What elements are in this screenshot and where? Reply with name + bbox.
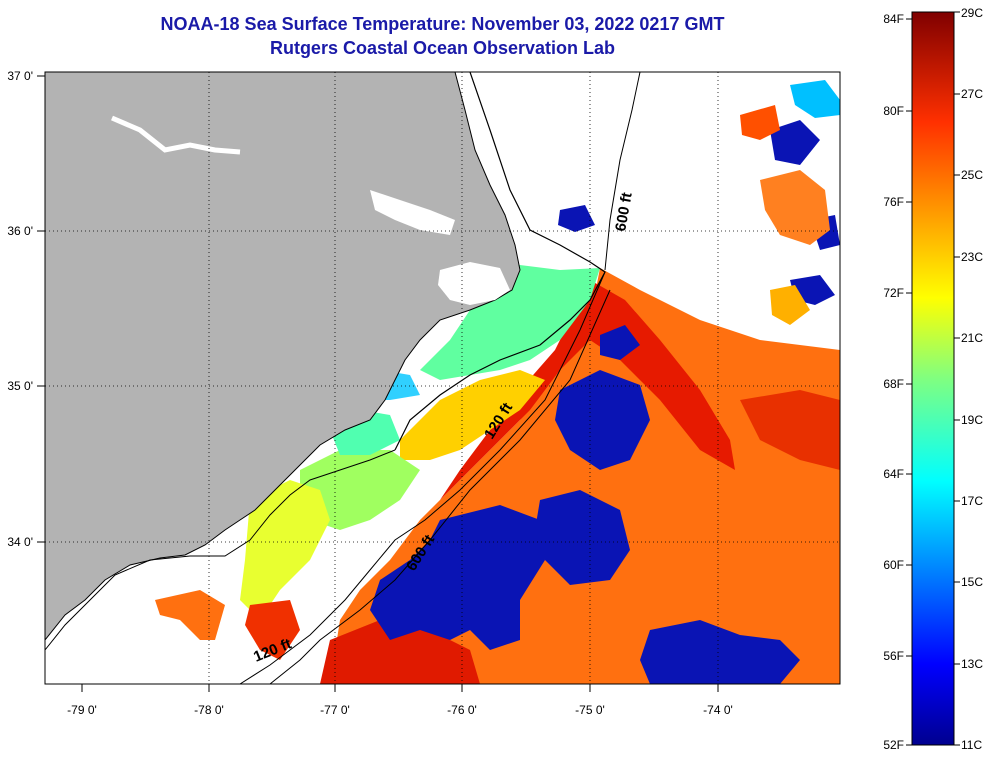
sst-cold-patch-3 [370,505,545,650]
colorbar-c-label: 29C [961,6,983,20]
colorbar-f-label: 68F [883,377,904,391]
colorbar-c-label: 25C [961,168,983,182]
map-area [45,72,840,684]
sst-shelf-red-sw [245,600,300,660]
sound-water [438,262,510,305]
colorbar [911,11,955,746]
sst-cold-patch-6 [558,205,595,232]
sst-cold-patch-4 [640,620,800,684]
colorbar-f-label: 72F [883,286,904,300]
sst-shelf-orange-sw [155,590,225,640]
sst-cold-patch-5 [600,325,640,360]
sst-cold-patch-1 [555,370,650,470]
sst-gulfstream-band [440,280,735,500]
colorbar-f-label: 56F [883,649,904,663]
sst-patch-ne-2 [790,80,840,118]
lon-label: -77 0' [320,703,350,717]
sst-shelf-yellow-south [240,480,330,620]
colorbar-f-label: 84F [883,12,904,26]
sound-water-2 [370,190,455,235]
colorbar-f-label: 60F [883,558,904,572]
sst-patch-ne-3 [760,170,830,245]
sst-cold-patch-2 [535,490,630,585]
colorbar-c-label: 21C [961,331,983,345]
sst-patch-ne-1 [740,105,780,140]
map-frame [44,71,841,685]
isobath-label: 600 ft [612,191,636,233]
colorbar-f-label: 76F [883,195,904,209]
colorbar-f-label: 52F [883,738,904,752]
colorbar-c-label: 19C [961,413,983,427]
graticule [45,72,840,684]
sst-shelf-yellow [400,370,545,460]
lon-label: -75 0' [575,703,605,717]
colorbar-c-label: 27C [961,87,983,101]
isobath-120ft [239,271,606,684]
sst-red-patch-east [740,390,840,470]
colorbar-f-label: 80F [883,104,904,118]
sst-shelf-green [420,265,600,380]
colorbar-ticks [906,11,960,746]
colorbar-c-label: 17C [961,494,983,508]
lat-label: 36 0' [7,224,33,238]
lat-label: 35 0' [7,379,33,393]
colorbar-c-label: 13C [961,657,983,671]
isobath-600ft-south [269,289,611,684]
colorbar-c-label: 11C [961,738,982,752]
map-subtitle: Rutgers Coastal Ocean Observation Lab [269,38,616,58]
river-white [111,115,241,155]
isobath-600ft-north [604,72,641,271]
coastline-south [45,449,396,651]
lon-label: -74 0' [703,703,733,717]
lon-label: -78 0' [194,703,224,717]
colorbar-c-label: 23C [961,250,983,264]
lat-label: 34 0' [7,535,33,549]
colorbar-c-label: 15C [961,575,983,589]
lat-label: 37 0' [7,69,33,83]
sst-shelf-green-south [300,450,420,530]
sst-cold-patch-7 [770,120,820,165]
lon-label: -79 0' [67,703,97,717]
map-title: NOAA-18 Sea Surface Temperature: Novembe… [160,14,725,34]
axis-ticks [37,75,719,692]
lon-label: -76 0' [447,703,477,717]
colorbar-f-label: 64F [883,467,904,481]
sst-patch-ne-4 [770,285,810,325]
